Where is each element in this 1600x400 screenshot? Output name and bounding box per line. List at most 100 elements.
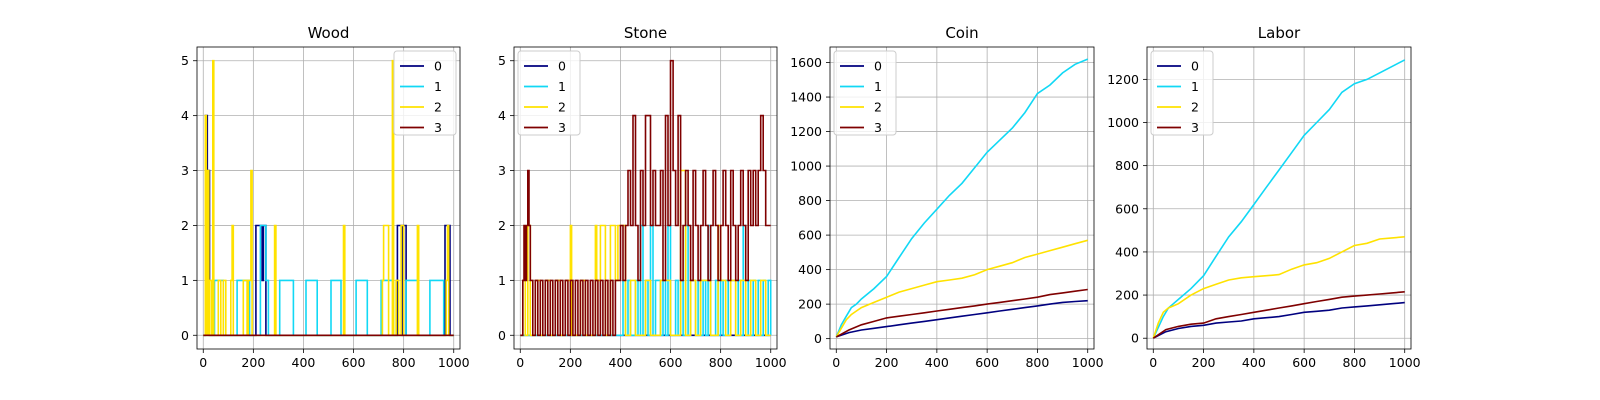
chart-panel-1: Stone 0 200 400 600 800 1000 0 1 2 3 4 5 0 1 2 3 (498, 24, 787, 370)
legend-label-1: 1 (1191, 79, 1199, 94)
y-tick-label: 1000 (790, 159, 822, 174)
y-tick-label: 0 (814, 331, 822, 346)
chart-title: Wood (308, 24, 350, 42)
y-tick-label: 1200 (790, 124, 822, 139)
x-tick-label: 1000 (755, 355, 787, 370)
y-tick-label: 400 (1115, 244, 1139, 259)
legend-label-2: 2 (1191, 100, 1199, 115)
legend-label-1: 1 (434, 79, 442, 94)
y-tick-label: 0 (498, 328, 506, 343)
x-tick-label: 400 (609, 355, 633, 370)
x-tick-label: 0 (832, 355, 840, 370)
legend: 0 1 2 3 (833, 50, 897, 136)
y-tick-label: 600 (798, 228, 822, 243)
y-tick-label: 1600 (790, 55, 822, 70)
series-line-2 (1152, 236, 1405, 339)
legend-label-2: 2 (874, 100, 882, 115)
legend: 0 1 2 3 (1150, 50, 1214, 136)
x-tick-label: 400 (1242, 355, 1266, 370)
x-tick-label: 200 (1192, 355, 1216, 370)
legend-label-0: 0 (874, 59, 882, 74)
x-tick-label: 0 (199, 355, 207, 370)
series-group (520, 59, 772, 337)
chart-panel-3: Labor 0 200 400 600 800 1000 0 200 400 600 800 1000 1… (1107, 24, 1420, 370)
y-tick-label: 800 (798, 193, 822, 208)
x-tick-label: 800 (392, 355, 416, 370)
series-line-1 (1152, 59, 1406, 339)
legend-box (833, 50, 897, 136)
plot-frame (829, 46, 1095, 350)
legend-box (393, 50, 457, 136)
series-line-3 (835, 288, 1088, 338)
chart-title: Stone (624, 24, 667, 42)
x-tick-label: 800 (709, 355, 733, 370)
y-tick-label: 1 (181, 273, 189, 288)
legend-box (517, 50, 581, 136)
y-tick-label: 5 (181, 53, 189, 68)
legend-label-0: 0 (1191, 59, 1199, 74)
x-tick-label: 1000 (1072, 355, 1104, 370)
series-line-1 (835, 58, 1089, 338)
x-tick-label: 1000 (1389, 355, 1421, 370)
chart-title: Labor (1258, 24, 1301, 42)
y-tick-label: 0 (1131, 331, 1139, 346)
plot-frame (196, 46, 461, 350)
x-tick-label: 200 (241, 355, 265, 370)
y-tick-label: 4 (181, 108, 189, 123)
legend-label-2: 2 (558, 100, 566, 115)
legend: 0 1 2 3 (393, 50, 457, 136)
y-tick-label: 4 (498, 108, 506, 123)
plot-frame (513, 46, 778, 350)
series-group (835, 58, 1089, 338)
y-tick-label: 200 (798, 297, 822, 312)
legend-label-3: 3 (558, 120, 566, 135)
legend: 0 1 2 3 (517, 50, 581, 136)
x-tick-label: 600 (342, 355, 366, 370)
y-tick-label: 2 (181, 218, 189, 233)
series-line-3 (520, 59, 771, 337)
series-line-0 (1152, 301, 1405, 339)
x-tick-label: 600 (659, 355, 683, 370)
series-line-3 (1152, 291, 1405, 339)
x-tick-label: 800 (1342, 355, 1366, 370)
legend-label-1: 1 (874, 79, 882, 94)
x-tick-label: 1000 (438, 355, 470, 370)
legend-label-0: 0 (558, 59, 566, 74)
y-tick-label: 200 (1115, 288, 1139, 303)
y-tick-label: 3 (498, 163, 506, 178)
chart-title: Coin (945, 24, 978, 42)
x-tick-label: 0 (516, 355, 524, 370)
y-tick-label: 400 (798, 262, 822, 277)
y-tick-label: 600 (1115, 201, 1139, 216)
legend-box (1150, 50, 1214, 136)
y-tick-label: 3 (181, 163, 189, 178)
y-tick-label: 5 (498, 53, 506, 68)
y-tick-label: 1 (498, 273, 506, 288)
series-line-2 (835, 239, 1088, 338)
y-tick-label: 1000 (1107, 115, 1139, 130)
series-group (203, 59, 454, 337)
series-group (1152, 59, 1406, 339)
x-tick-label: 800 (1025, 355, 1049, 370)
y-tick-label: 1400 (790, 90, 822, 105)
legend-label-3: 3 (874, 120, 882, 135)
x-tick-label: 400 (292, 355, 316, 370)
x-tick-label: 200 (875, 355, 899, 370)
legend-label-3: 3 (434, 120, 442, 135)
x-tick-label: 400 (925, 355, 949, 370)
series-line-0 (836, 299, 1088, 338)
legend-label-2: 2 (434, 100, 442, 115)
x-tick-label: 200 (558, 355, 582, 370)
y-tick-label: 800 (1115, 158, 1139, 173)
x-tick-label: 600 (975, 355, 999, 370)
chart-panel-0: Wood 0 200 400 600 800 1000 0 1 2 3 4 5 0 1 2 3 (181, 24, 470, 370)
y-tick-label: 2 (498, 218, 506, 233)
legend-label-0: 0 (434, 59, 442, 74)
x-tick-label: 0 (1149, 355, 1157, 370)
y-tick-label: 1200 (1107, 72, 1139, 87)
y-tick-label: 0 (181, 328, 189, 343)
legend-label-3: 3 (1191, 120, 1199, 135)
legend-label-1: 1 (558, 79, 566, 94)
